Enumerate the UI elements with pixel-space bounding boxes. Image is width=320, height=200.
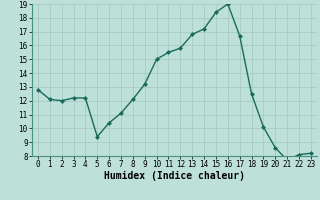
X-axis label: Humidex (Indice chaleur): Humidex (Indice chaleur) xyxy=(104,171,245,181)
